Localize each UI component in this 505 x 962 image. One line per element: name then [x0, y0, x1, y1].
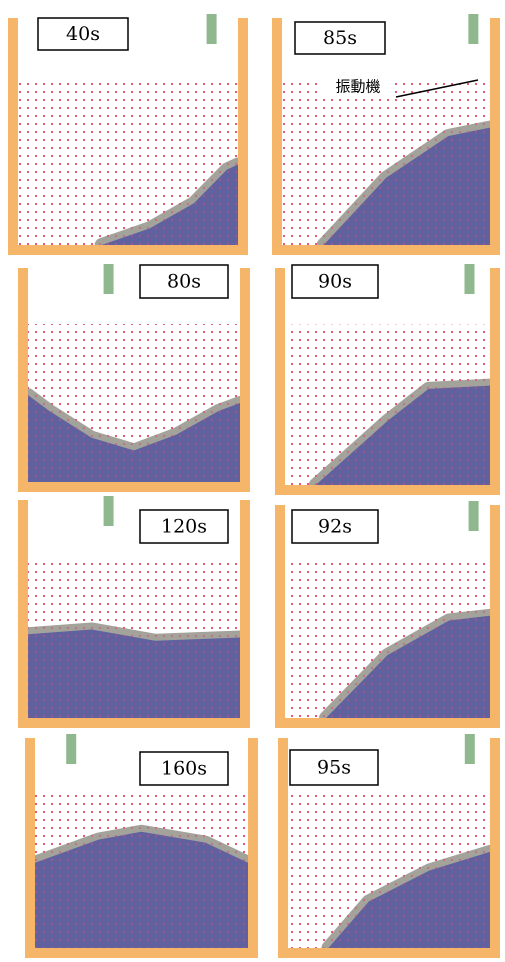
- vibrator-rod: [104, 496, 114, 526]
- panel: 95s: [278, 734, 500, 958]
- bottom-wall: [8, 245, 248, 255]
- panel: 90s: [275, 264, 500, 495]
- annotation: 振動機: [335, 78, 380, 96]
- left-wall: [275, 505, 285, 728]
- dot-grid-overlay: [288, 793, 490, 948]
- bottom-wall: [18, 482, 250, 492]
- time-label: 160s: [161, 758, 207, 780]
- left-wall: [272, 18, 282, 255]
- left-wall: [25, 738, 35, 958]
- right-wall: [490, 18, 500, 255]
- panel: 80s: [18, 264, 250, 492]
- left-wall: [18, 268, 28, 492]
- panel: 160s: [25, 734, 258, 958]
- dot-grid-overlay: [35, 793, 248, 948]
- panel: 40s: [8, 14, 248, 255]
- left-wall: [18, 500, 28, 728]
- time-label: 90s: [318, 271, 352, 293]
- bottom-wall: [275, 485, 500, 495]
- time-label: 80s: [167, 271, 201, 293]
- dot-grid-overlay: [28, 324, 240, 482]
- bottom-wall: [18, 718, 250, 728]
- dot-grid-overlay: [285, 325, 490, 485]
- bottom-wall: [278, 948, 500, 958]
- panel: 85s: [272, 14, 500, 255]
- vibrator-rod: [469, 501, 479, 531]
- time-label: 85s: [323, 27, 357, 49]
- panel: 92s: [275, 501, 500, 728]
- time-label: 95s: [317, 757, 351, 779]
- time-label: 120s: [161, 516, 207, 538]
- left-wall: [278, 738, 288, 958]
- left-wall: [8, 18, 18, 255]
- dot-grid-overlay: [28, 557, 240, 718]
- dot-grid-overlay: [18, 77, 238, 245]
- bottom-wall: [275, 718, 500, 728]
- vibrator-rod: [465, 734, 475, 764]
- dot-grid-overlay: [282, 77, 490, 245]
- vibrator-rod: [207, 14, 217, 44]
- right-wall: [238, 18, 248, 255]
- vibrator-rod: [468, 14, 478, 44]
- vibrator-rod: [66, 734, 76, 764]
- panel: 120s: [18, 496, 250, 728]
- right-wall: [490, 738, 500, 958]
- bottom-wall: [272, 245, 500, 255]
- bottom-wall: [25, 948, 258, 958]
- time-label: 40s: [66, 23, 100, 45]
- right-wall: [490, 268, 500, 495]
- right-wall: [240, 268, 250, 492]
- vibrator-rod: [104, 264, 114, 294]
- left-wall: [275, 268, 285, 495]
- dot-grid-overlay: [285, 561, 490, 718]
- right-wall: [490, 505, 500, 728]
- right-wall: [248, 738, 258, 958]
- right-wall: [240, 500, 250, 728]
- time-label: 92s: [318, 516, 352, 538]
- vibrator-rod: [465, 264, 475, 294]
- figure: 40s 85s 80s 90s 120s 92s 160s 95s 振動機: [0, 0, 505, 962]
